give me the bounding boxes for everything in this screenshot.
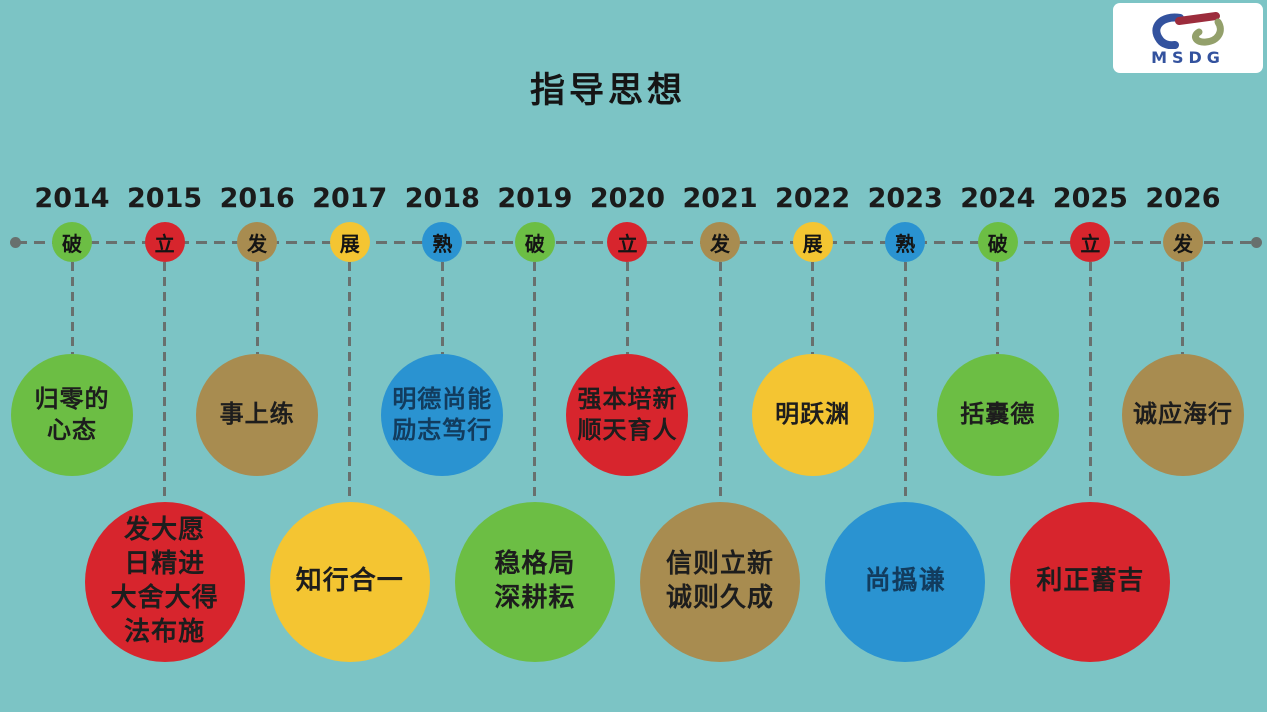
year-label-2026: 2026 [1145,183,1221,214]
phrase-circle-2017: 知行合一 [269,502,430,662]
phrase-text: 顺天育人 [577,416,678,444]
phrase-text: 法布施 [124,616,206,647]
phrase-circle-2019: 稳格局 深耕耘 [454,502,615,662]
phrase-text: 明德尚能 [392,384,493,413]
phrase-text: 发大愿 [124,515,206,546]
year-label-2025: 2025 [1052,183,1128,214]
stage-circle-2016: 发 [237,222,278,262]
stage-circle-2024: 破 [977,222,1018,262]
phrase-circle-2022: 明跃渊 [751,354,874,476]
phrase-text: 稳格局 [494,549,576,580]
phrase-text: 诚则久成 [666,583,775,613]
year-label-2022: 2022 [775,183,851,214]
year-label-2019: 2019 [497,183,573,214]
connector-line-2018 [440,262,444,354]
phrase-circle-2023: 尚撝谦 [825,502,986,662]
timeline-start-dot [10,237,21,248]
phrase-text: 归零的 [34,384,110,413]
stage-circle-2015: 立 [144,222,185,262]
phrase-text: 励志笃行 [392,416,493,444]
year-label-2016: 2016 [219,183,295,214]
stage-circle-2026: 发 [1162,222,1203,262]
connector-line-2019 [533,262,537,502]
stage-circle-2023: 熟 [885,222,926,262]
phrase-text: 强本培新 [577,384,678,413]
connector-line-2014 [70,262,74,354]
connector-line-2017 [348,262,352,502]
phrase-text: 深耕耘 [494,583,576,613]
stage-circle-2022: 展 [792,222,833,262]
phrase-circle-2026: 诚应海行 [1121,354,1244,476]
page-title: 指导思想 [529,71,687,111]
phrase-circle-2018: 明德尚能 励志笃行 [381,354,504,476]
connector-line-2023 [903,262,907,502]
connector-line-2024 [996,262,1000,354]
phrase-circle-2016: 事上练 [196,354,319,476]
year-label-2015: 2015 [127,183,203,214]
phrase-text: 信则立新 [666,549,775,580]
year-label-2020: 2020 [589,183,666,214]
stage-circle-2019: 破 [514,222,555,262]
phrase-circle-2021: 信则立新 诚则久成 [640,502,801,662]
year-label-2017: 2017 [312,183,388,214]
phrase-circle-2015: 发大愿 日精进 大舍大得 法布施 [84,502,245,662]
year-label-2021: 2021 [682,183,758,214]
phrase-text: 大舍大得 [110,583,219,613]
stage-circle-2021: 发 [700,222,741,262]
phrase-text: 诚应海行 [1132,400,1233,429]
phrase-text: 知行合一 [295,566,404,597]
phrase-circle-2020: 强本培新 顺天育人 [566,354,689,476]
phrase-text: 心态 [47,416,97,444]
stage-circle-2014: 破 [52,222,92,262]
phrase-circle-2024: 括囊德 [936,354,1059,476]
phrase-text: 明跃渊 [775,400,851,429]
stage-circle-2017: 展 [329,222,370,262]
logo-g-mark [1152,11,1224,49]
stage-circle-2020: 立 [607,222,648,262]
logo-wordmark: MSDG [1151,47,1225,67]
connector-line-2016 [255,262,259,354]
stage-circle-2025: 立 [1070,222,1111,262]
connector-line-2026 [1181,262,1185,354]
connector-line-2020 [625,262,629,354]
phrase-text: 事上练 [219,400,295,429]
phrase-text: 尚撝谦 [864,566,946,597]
logo: MSDG [1113,3,1263,73]
year-label-2023: 2023 [867,183,943,214]
year-label-2024: 2024 [960,183,1036,214]
phrase-text: 利正蓄吉 [1036,566,1145,597]
phrase-circle-2014: 归零的 心态 [11,354,133,476]
connector-line-2015 [163,262,167,502]
stage-circle-2018: 熟 [422,222,463,262]
year-label-2014: 2014 [34,183,110,214]
connector-line-2022 [811,262,815,354]
phrase-circle-2025: 利正蓄吉 [1010,502,1171,662]
phrase-text: 日精进 [124,549,206,580]
timeline-end-dot [1251,237,1262,248]
phrase-text: 括囊德 [960,400,1036,429]
connector-line-2025 [1088,262,1092,502]
year-label-2018: 2018 [404,183,480,214]
connector-line-2021 [718,262,722,502]
